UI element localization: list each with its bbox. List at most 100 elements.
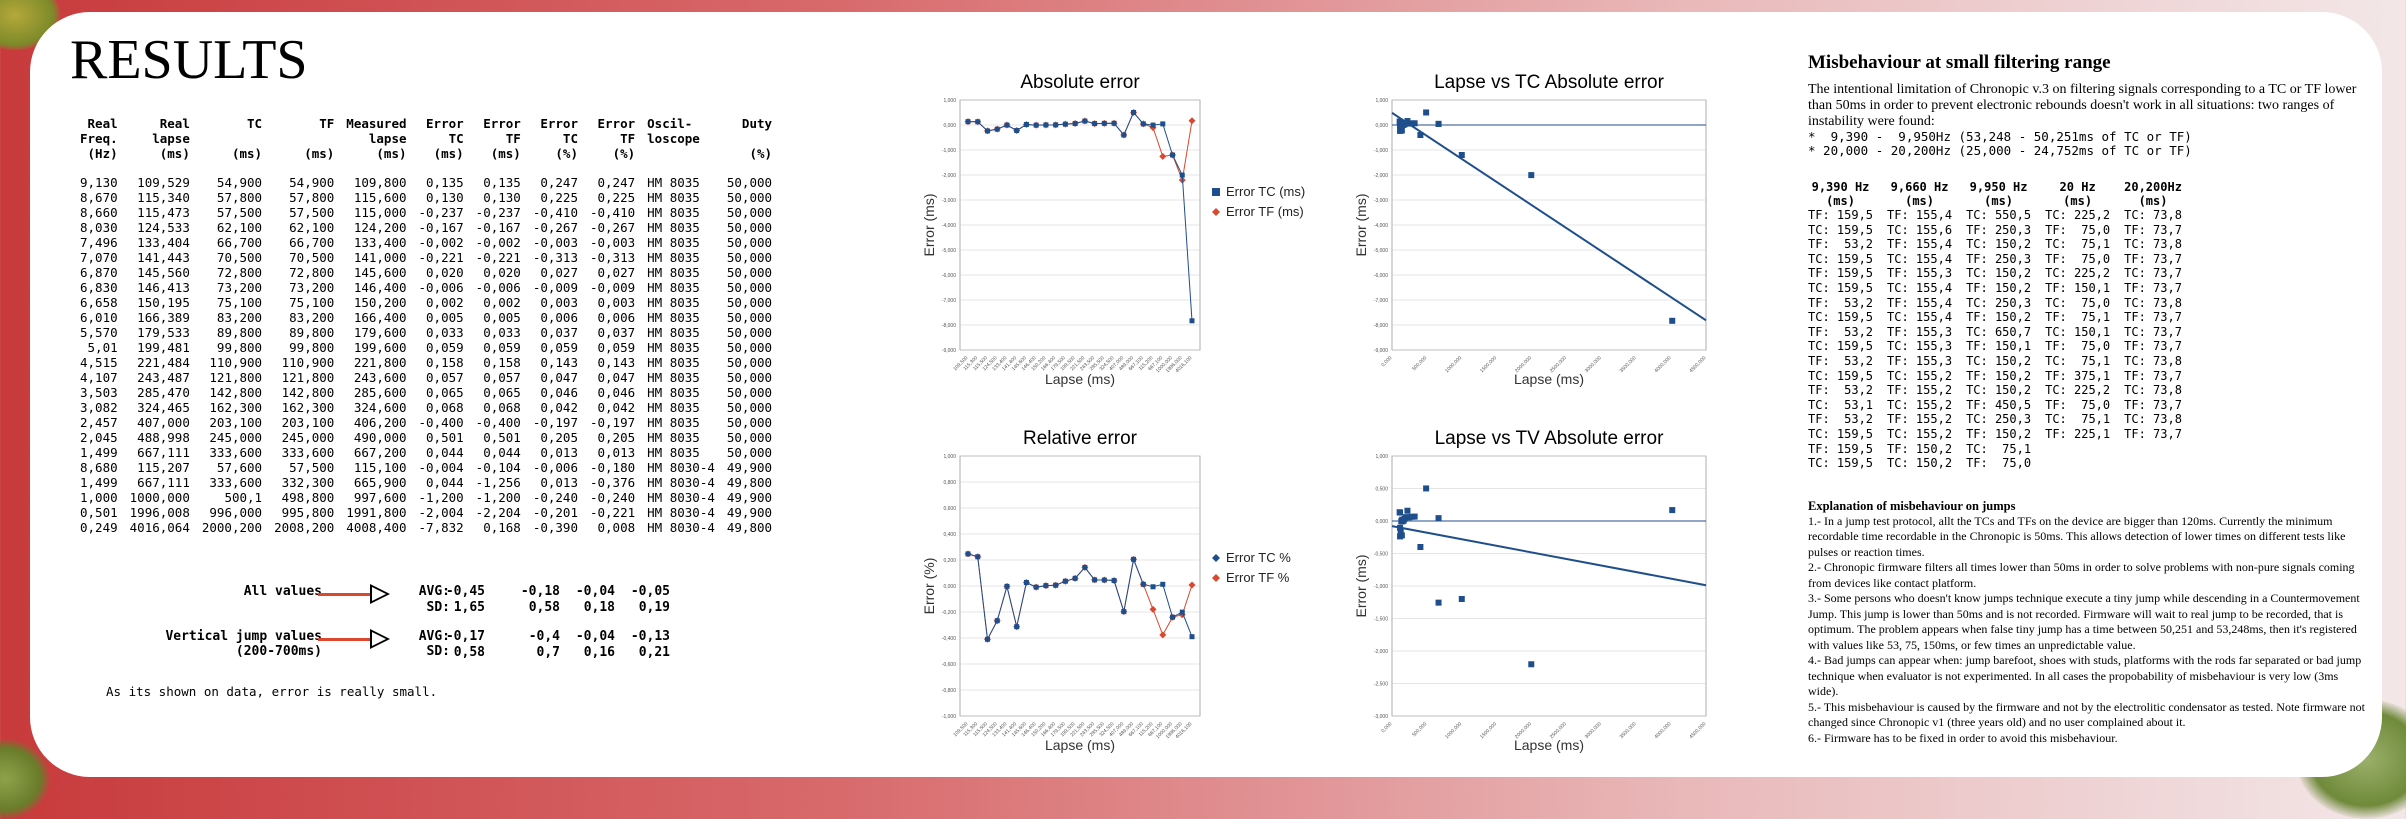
- vertical-jump-range: (200-700ms): [235, 644, 322, 659]
- table-cell: -0,180: [589, 460, 636, 475]
- table-cell: -0,221: [589, 505, 636, 520]
- table-cell: -0,003: [532, 235, 578, 250]
- column-header: TC (ms): [231, 116, 263, 161]
- table-row: 7,496 133,404 66,700 66,700 133,400 -0,002 -0,…: [80, 235, 772, 250]
- data-point: [1669, 507, 1676, 514]
- table-cell: 0,005: [483, 310, 521, 325]
- x-tick-label: 500,000: [1411, 355, 1428, 372]
- data-point: [1062, 121, 1068, 127]
- table-cell: 50,000: [726, 280, 773, 295]
- table-cell: TC: 225,2: [2045, 266, 2111, 281]
- poster-panel: RESULTS Real Freq. (Hz) Real lapse (ms) TC…: [30, 12, 2382, 777]
- table-cell: 285,600: [353, 385, 407, 400]
- column-header: Measured lapse (ms): [346, 116, 407, 161]
- table-cell: 2008,200: [274, 520, 335, 535]
- table-cell: HM 8035: [647, 235, 700, 250]
- table-cell: TF: 159,5: [1808, 266, 1874, 281]
- table-cell: -0,002: [418, 235, 464, 250]
- table-cell: -0,104: [475, 460, 521, 475]
- table-cell: 57,600: [216, 460, 263, 475]
- table-cell: [2045, 442, 2124, 457]
- table-row: 1,000 1000,000 500,1 498,800 997,600 -1,200 -1…: [80, 490, 772, 505]
- avg-value: -0,17: [445, 629, 485, 644]
- table-cell: -0,313: [532, 250, 578, 265]
- explanation-item: 4.- Bad jumps can appear when: jump bare…: [1808, 653, 2362, 699]
- avg-label: AVG:: [418, 584, 450, 599]
- table-cell: -0,167: [475, 220, 521, 235]
- table-cell: 0,003: [540, 295, 578, 310]
- data-point: [1033, 584, 1039, 590]
- table-cell: -0,410: [532, 205, 578, 220]
- table-cell: 150,195: [137, 295, 190, 310]
- table-cell: 62,100: [289, 220, 335, 235]
- table-cell: HM 8030-4: [647, 475, 715, 490]
- table-cell: -0,221: [475, 250, 521, 265]
- column-header: Real lapse (ms): [152, 116, 190, 161]
- table-cell: TF: 53,2: [1808, 353, 1874, 368]
- data-point: [1404, 507, 1411, 514]
- table-cell: TF: 53,2: [1808, 295, 1874, 310]
- x-tick-label: 4000,000: [1654, 355, 1673, 374]
- y-axis-label: Error (ms): [921, 194, 937, 257]
- results-table: Real Freq. (Hz) Real lapse (ms) TC (ms) TF …: [80, 116, 772, 535]
- table-row: 1,499 667,111 333,600 333,600 667,200 0,044 0,…: [80, 445, 772, 460]
- column-header: Error TF (%): [597, 116, 636, 161]
- table-cell: HM 8035: [647, 295, 700, 310]
- explanation-item: 5.- This misbehaviour is caused by the f…: [1808, 699, 2365, 730]
- table-cell: TF: 155,3: [1887, 266, 1953, 281]
- y-tick-label: 0,800: [943, 480, 956, 486]
- y-tick-label: -0,400: [942, 636, 956, 642]
- table-cell: 500,1: [224, 490, 263, 505]
- data-point: [1101, 577, 1107, 583]
- table-cell: 0,065: [426, 385, 464, 400]
- table-cell: 2000,200: [201, 520, 263, 535]
- arrow-head: [370, 584, 390, 604]
- explanation-item: 2.- Chronopic firmware filters all times…: [1808, 560, 2355, 590]
- table-cell: 57,500: [289, 205, 335, 220]
- data-point: [1023, 122, 1029, 127]
- table-cell: 145,600: [353, 265, 407, 280]
- table-cell: 141,443: [137, 250, 190, 265]
- table-cell: TC: 155,6: [1887, 222, 1953, 237]
- avg-value: -0,13: [630, 629, 670, 644]
- table-row: TC: 159,5 TC: 155,2 TF: 150,2 TF: 225,1 TF: …: [1808, 427, 2196, 442]
- table-cell: -0,009: [589, 280, 636, 295]
- table-cell: 115,207: [137, 460, 190, 475]
- table-cell: 8,030: [80, 220, 118, 235]
- table-cell: 333,600: [209, 475, 263, 490]
- table-cell: 179,533: [137, 325, 190, 340]
- table-cell: HM 8035: [647, 415, 700, 430]
- table-cell: 57,800: [289, 190, 335, 205]
- column-header: TF (ms): [304, 116, 335, 161]
- table-cell: 115,100: [353, 460, 407, 475]
- table-cell: HM 8035: [647, 355, 700, 370]
- table-cell: 0,013: [597, 445, 636, 460]
- x-axis-label: Lapse (ms): [1514, 737, 1584, 753]
- table-cell: -0,006: [475, 280, 521, 295]
- table-row: TC: 53,1 TC: 155,2 TF: 450,5 TF: 75,0 TF: 73…: [1808, 398, 2196, 413]
- table-cell: 57,500: [216, 205, 263, 220]
- data-point: [994, 618, 1000, 624]
- table-cell: 50,000: [726, 385, 773, 400]
- chart-title: Absolute error: [1020, 72, 1140, 93]
- table-cell: -0,221: [418, 250, 464, 265]
- table-cell: 0,037: [597, 325, 636, 340]
- table-cell: 0,059: [483, 340, 521, 355]
- table-cell: HM 8035: [647, 205, 700, 220]
- table-cell: TF: 250,3: [1966, 251, 2032, 266]
- y-tick-label: -1,000: [1374, 148, 1388, 154]
- table-cell: 0,501: [483, 430, 521, 445]
- data-point: [1189, 318, 1195, 324]
- y-tick-label: -6,000: [1374, 273, 1388, 279]
- vertical-jump-label: Vertical jump values: [165, 629, 322, 644]
- table-cell: -2,204: [475, 505, 521, 520]
- table-cell: TF: 75,0: [1966, 456, 2032, 471]
- table-cell: 110,900: [209, 355, 263, 370]
- table-cell: TC: 75,0: [2045, 295, 2111, 310]
- column-header: 9,660 Hz (ms): [1890, 180, 1949, 208]
- table-row: 6,830 146,413 73,200 73,200 146,400 -0,006 -0,…: [80, 280, 772, 295]
- table-cell: TC: 550,5: [1966, 208, 2032, 222]
- table-cell: 89,800: [289, 325, 335, 340]
- y-tick-label: -0,600: [942, 662, 956, 668]
- table-cell: -0,400: [475, 415, 521, 430]
